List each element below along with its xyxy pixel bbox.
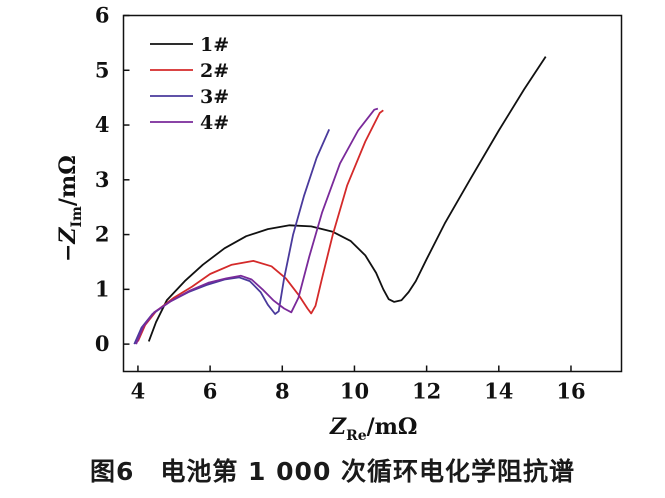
figure-caption: 图6 电池第 1 000 次循环电化学阻抗谱 (89, 457, 576, 486)
y-tick-label: 0 (95, 331, 110, 356)
y-axis-title: −ZIm/mΩ (55, 155, 85, 262)
series-line-3 (133, 129, 331, 345)
legend-label-2: 2# (200, 60, 229, 82)
x-tick-label: 8 (275, 379, 290, 404)
y-tick-label: 3 (95, 167, 110, 192)
y-axis-unit: /mΩ (55, 155, 81, 206)
x-tick-label: 6 (203, 379, 218, 404)
series-line-4 (135, 107, 379, 345)
legend-label-4: 4# (200, 112, 229, 134)
x-axis-title: ZRe/mΩ (329, 414, 418, 444)
x-tick-label: 14 (484, 379, 513, 404)
series-line-2 (137, 109, 384, 342)
legend: 1# 2# 3# 4# (150, 34, 229, 134)
y-tick-label: 2 (95, 222, 110, 247)
y-tick-label: 1 (95, 276, 110, 301)
legend-label-3: 3# (200, 86, 229, 108)
svg-text:ZRe/mΩ: ZRe/mΩ (329, 414, 418, 444)
x-tick-label: 16 (556, 379, 585, 404)
y-tick-label: 5 (95, 57, 110, 82)
y-axis-symbol: Z (55, 227, 81, 245)
y-tick-label: 4 (95, 112, 110, 137)
x-tick-label: 4 (131, 379, 146, 404)
x-tick-label: 10 (340, 379, 369, 404)
x-axis-symbol: Z (329, 414, 347, 440)
plot-frame (122, 14, 623, 373)
series-layer (133, 56, 547, 345)
y-axis-subscript: Im (69, 206, 85, 228)
series-line-1 (147, 56, 547, 342)
legend-label-1: 1# (200, 34, 229, 56)
y-axis-prefix: − (55, 244, 81, 262)
y-tick-label: 6 (95, 3, 110, 28)
x-axis-unit: /mΩ (367, 414, 418, 440)
x-tick-label: 12 (412, 379, 441, 404)
svg-text:−ZIm/mΩ: −ZIm/mΩ (55, 155, 85, 262)
x-axis-subscript: Re (346, 428, 367, 444)
